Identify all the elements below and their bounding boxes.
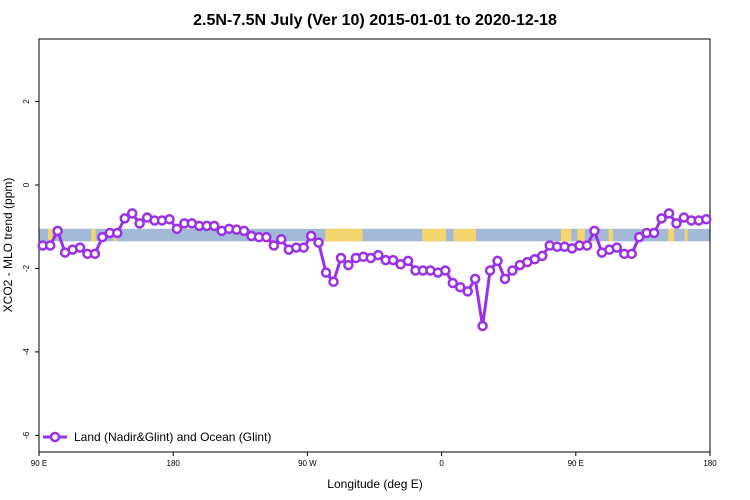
data-point xyxy=(671,218,682,229)
land-segment xyxy=(577,228,585,242)
data-point xyxy=(52,225,63,237)
data-point xyxy=(477,320,488,332)
data-point xyxy=(97,231,108,243)
chart-title: 2.5N-7.5N July (Ver 10) 2015-01-01 to 20… xyxy=(193,12,557,29)
data-point xyxy=(261,231,272,243)
data-point xyxy=(611,242,623,253)
data-point xyxy=(626,248,637,260)
data-point xyxy=(454,281,466,293)
data-point xyxy=(305,230,317,242)
data-point xyxy=(343,259,354,271)
data-point xyxy=(164,213,175,225)
data-point xyxy=(656,213,667,224)
data-point xyxy=(387,254,399,266)
legend-marker-sample xyxy=(49,431,61,443)
data-point xyxy=(440,265,451,276)
data-point xyxy=(328,276,339,288)
data-point xyxy=(648,227,660,239)
data-point xyxy=(238,225,250,237)
ocean-band xyxy=(39,228,710,242)
data-point xyxy=(134,218,145,229)
data-point xyxy=(633,231,645,243)
y-axis-label: XCO2 - MLO trend (ppm) xyxy=(1,178,15,313)
x-tick-label: 90 W xyxy=(298,459,317,468)
data-point xyxy=(537,250,548,262)
data-point xyxy=(507,265,518,276)
land-segment xyxy=(91,228,96,242)
legend: Land (Nadir&Glint) and Ocean (Glint) xyxy=(43,430,271,444)
data-point xyxy=(268,240,280,251)
data-point xyxy=(469,273,481,285)
data-point xyxy=(335,252,347,264)
data-point xyxy=(126,208,138,219)
legend-label: Land (Nadir&Glint) and Ocean (Glint) xyxy=(74,430,271,444)
land-segment xyxy=(560,228,572,242)
data-point xyxy=(492,255,503,267)
data-point xyxy=(589,225,600,237)
data-point xyxy=(499,273,511,285)
x-tick-label: 180 xyxy=(703,459,717,468)
data-point xyxy=(171,223,183,235)
x-tick-label: 0 xyxy=(439,459,444,468)
data-point xyxy=(89,248,101,260)
data-point xyxy=(276,233,287,245)
x-tick-label: 90 E xyxy=(568,459,584,468)
data-point xyxy=(372,249,384,261)
land-segment xyxy=(453,228,476,242)
data-point xyxy=(44,240,56,251)
y-tick-label: 0 xyxy=(22,182,31,187)
x-axis: 90 E 180 90 W 0 90 E 180 xyxy=(31,452,717,468)
data-point xyxy=(74,242,86,253)
y-tick-label: -4 xyxy=(22,348,31,356)
data-point xyxy=(119,213,130,224)
data-point xyxy=(462,286,473,297)
y-axis: -6 -4 -2 0 2 xyxy=(22,99,39,439)
land-segment xyxy=(684,228,688,242)
y-tick-label: -2 xyxy=(22,264,31,272)
land-segment xyxy=(325,228,363,242)
data-point xyxy=(402,255,414,267)
y-tick-label: 2 xyxy=(22,99,31,104)
data-point xyxy=(701,213,712,225)
data-point xyxy=(208,220,220,232)
data-point xyxy=(447,277,459,289)
land-segment xyxy=(422,228,447,242)
y-tick-label: -6 xyxy=(22,431,31,439)
data-point xyxy=(298,242,309,253)
x-axis-label: Longitude (deg E) xyxy=(327,477,422,491)
series-layer xyxy=(37,208,712,332)
data-point xyxy=(581,240,593,251)
land-segment xyxy=(608,228,614,242)
data-point xyxy=(484,265,496,276)
data-point xyxy=(663,208,675,219)
land-segment xyxy=(668,228,675,242)
data-point xyxy=(112,227,123,239)
land-segment xyxy=(47,228,53,242)
ocean-land-band xyxy=(39,228,710,242)
data-point xyxy=(313,237,324,248)
data-point xyxy=(320,267,332,278)
x-tick-label: 180 xyxy=(167,459,181,468)
x-tick-label: 90 E xyxy=(31,459,47,468)
